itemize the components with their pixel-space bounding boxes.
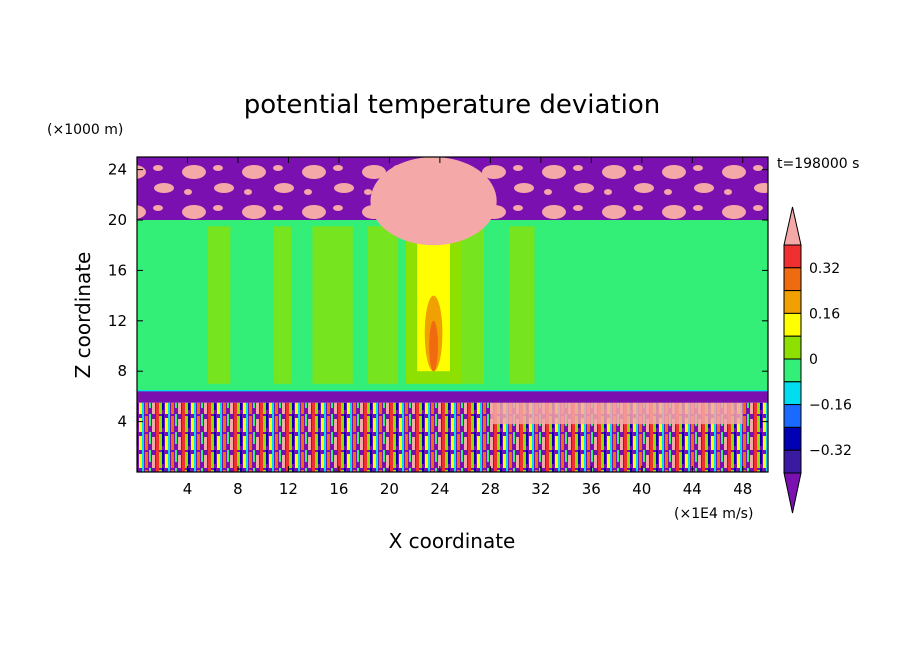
upper-layer-warm-patch xyxy=(370,157,497,246)
x-axis-label: X coordinate xyxy=(389,529,516,553)
colorbar-label-1: 0.16 xyxy=(809,306,840,322)
colorbar-box-0 xyxy=(783,244,802,269)
colorbar-extend-top xyxy=(783,206,802,246)
colorbar-box-4 xyxy=(783,335,802,360)
time-label: t=198000 s xyxy=(777,156,859,172)
plume-field-3 xyxy=(367,226,399,384)
x-unit-label: (×1E4 m/s) xyxy=(674,506,753,522)
y-axis-label: Z coordinate xyxy=(71,252,95,379)
x-tick-label-2: 12 xyxy=(279,480,298,498)
plume-field-4 xyxy=(458,226,485,384)
plume-field-0 xyxy=(207,226,231,384)
x-tick-label-9: 40 xyxy=(632,480,651,498)
plot-frame xyxy=(136,156,769,473)
colorbar-extend-bottom xyxy=(783,472,802,514)
y-tick-label-3: 16 xyxy=(108,261,127,279)
colorbar-box-6 xyxy=(783,381,802,406)
y-tick-label-5: 24 xyxy=(108,161,127,179)
x-tick-label-7: 32 xyxy=(531,480,550,498)
x-tick-label-4: 20 xyxy=(380,480,399,498)
x-tick-label-1: 8 xyxy=(233,480,243,498)
y-tick-label-1: 8 xyxy=(117,362,127,380)
x-tick-label-6: 28 xyxy=(481,480,500,498)
x-tick-label-11: 48 xyxy=(733,480,752,498)
colorbar-box-9 xyxy=(783,449,802,474)
x-tick-label-0: 4 xyxy=(183,480,193,498)
colorbar-label-0: 0.32 xyxy=(809,261,840,277)
colorbar: 0.32 0.16 0 −0.16 −0.32 xyxy=(783,206,852,514)
plume-field-5 xyxy=(509,226,535,384)
colorbar-box-3 xyxy=(783,312,802,337)
colorbar-box-5 xyxy=(783,358,802,383)
colorbar-box-8 xyxy=(783,426,802,451)
colorbar-box-7 xyxy=(783,404,802,428)
x-tick-label-10: 44 xyxy=(683,480,702,498)
colorbar-label-3: −0.16 xyxy=(809,398,852,414)
colorbar-box-1 xyxy=(783,267,802,292)
y-unit-label: (×1000 m) xyxy=(47,122,123,138)
x-tick-label-8: 36 xyxy=(582,480,601,498)
plume-field-1 xyxy=(273,226,291,384)
colorbar-box-2 xyxy=(783,290,802,314)
y-tick-label-4: 20 xyxy=(108,211,127,229)
y-tick-label-2: 12 xyxy=(108,312,127,330)
plume-field-2 xyxy=(312,226,353,384)
main-plume-peak xyxy=(429,320,438,372)
colorbar-label-2: 0 xyxy=(809,352,818,368)
x-tick-label-5: 24 xyxy=(430,480,449,498)
boundary-layer-warm-patch xyxy=(490,401,743,425)
x-tick-label-3: 16 xyxy=(329,480,348,498)
y-tick-label-0: 4 xyxy=(117,413,127,431)
chart-title: potential temperature deviation xyxy=(244,90,660,120)
colorbar-label-4: −0.32 xyxy=(809,443,852,459)
